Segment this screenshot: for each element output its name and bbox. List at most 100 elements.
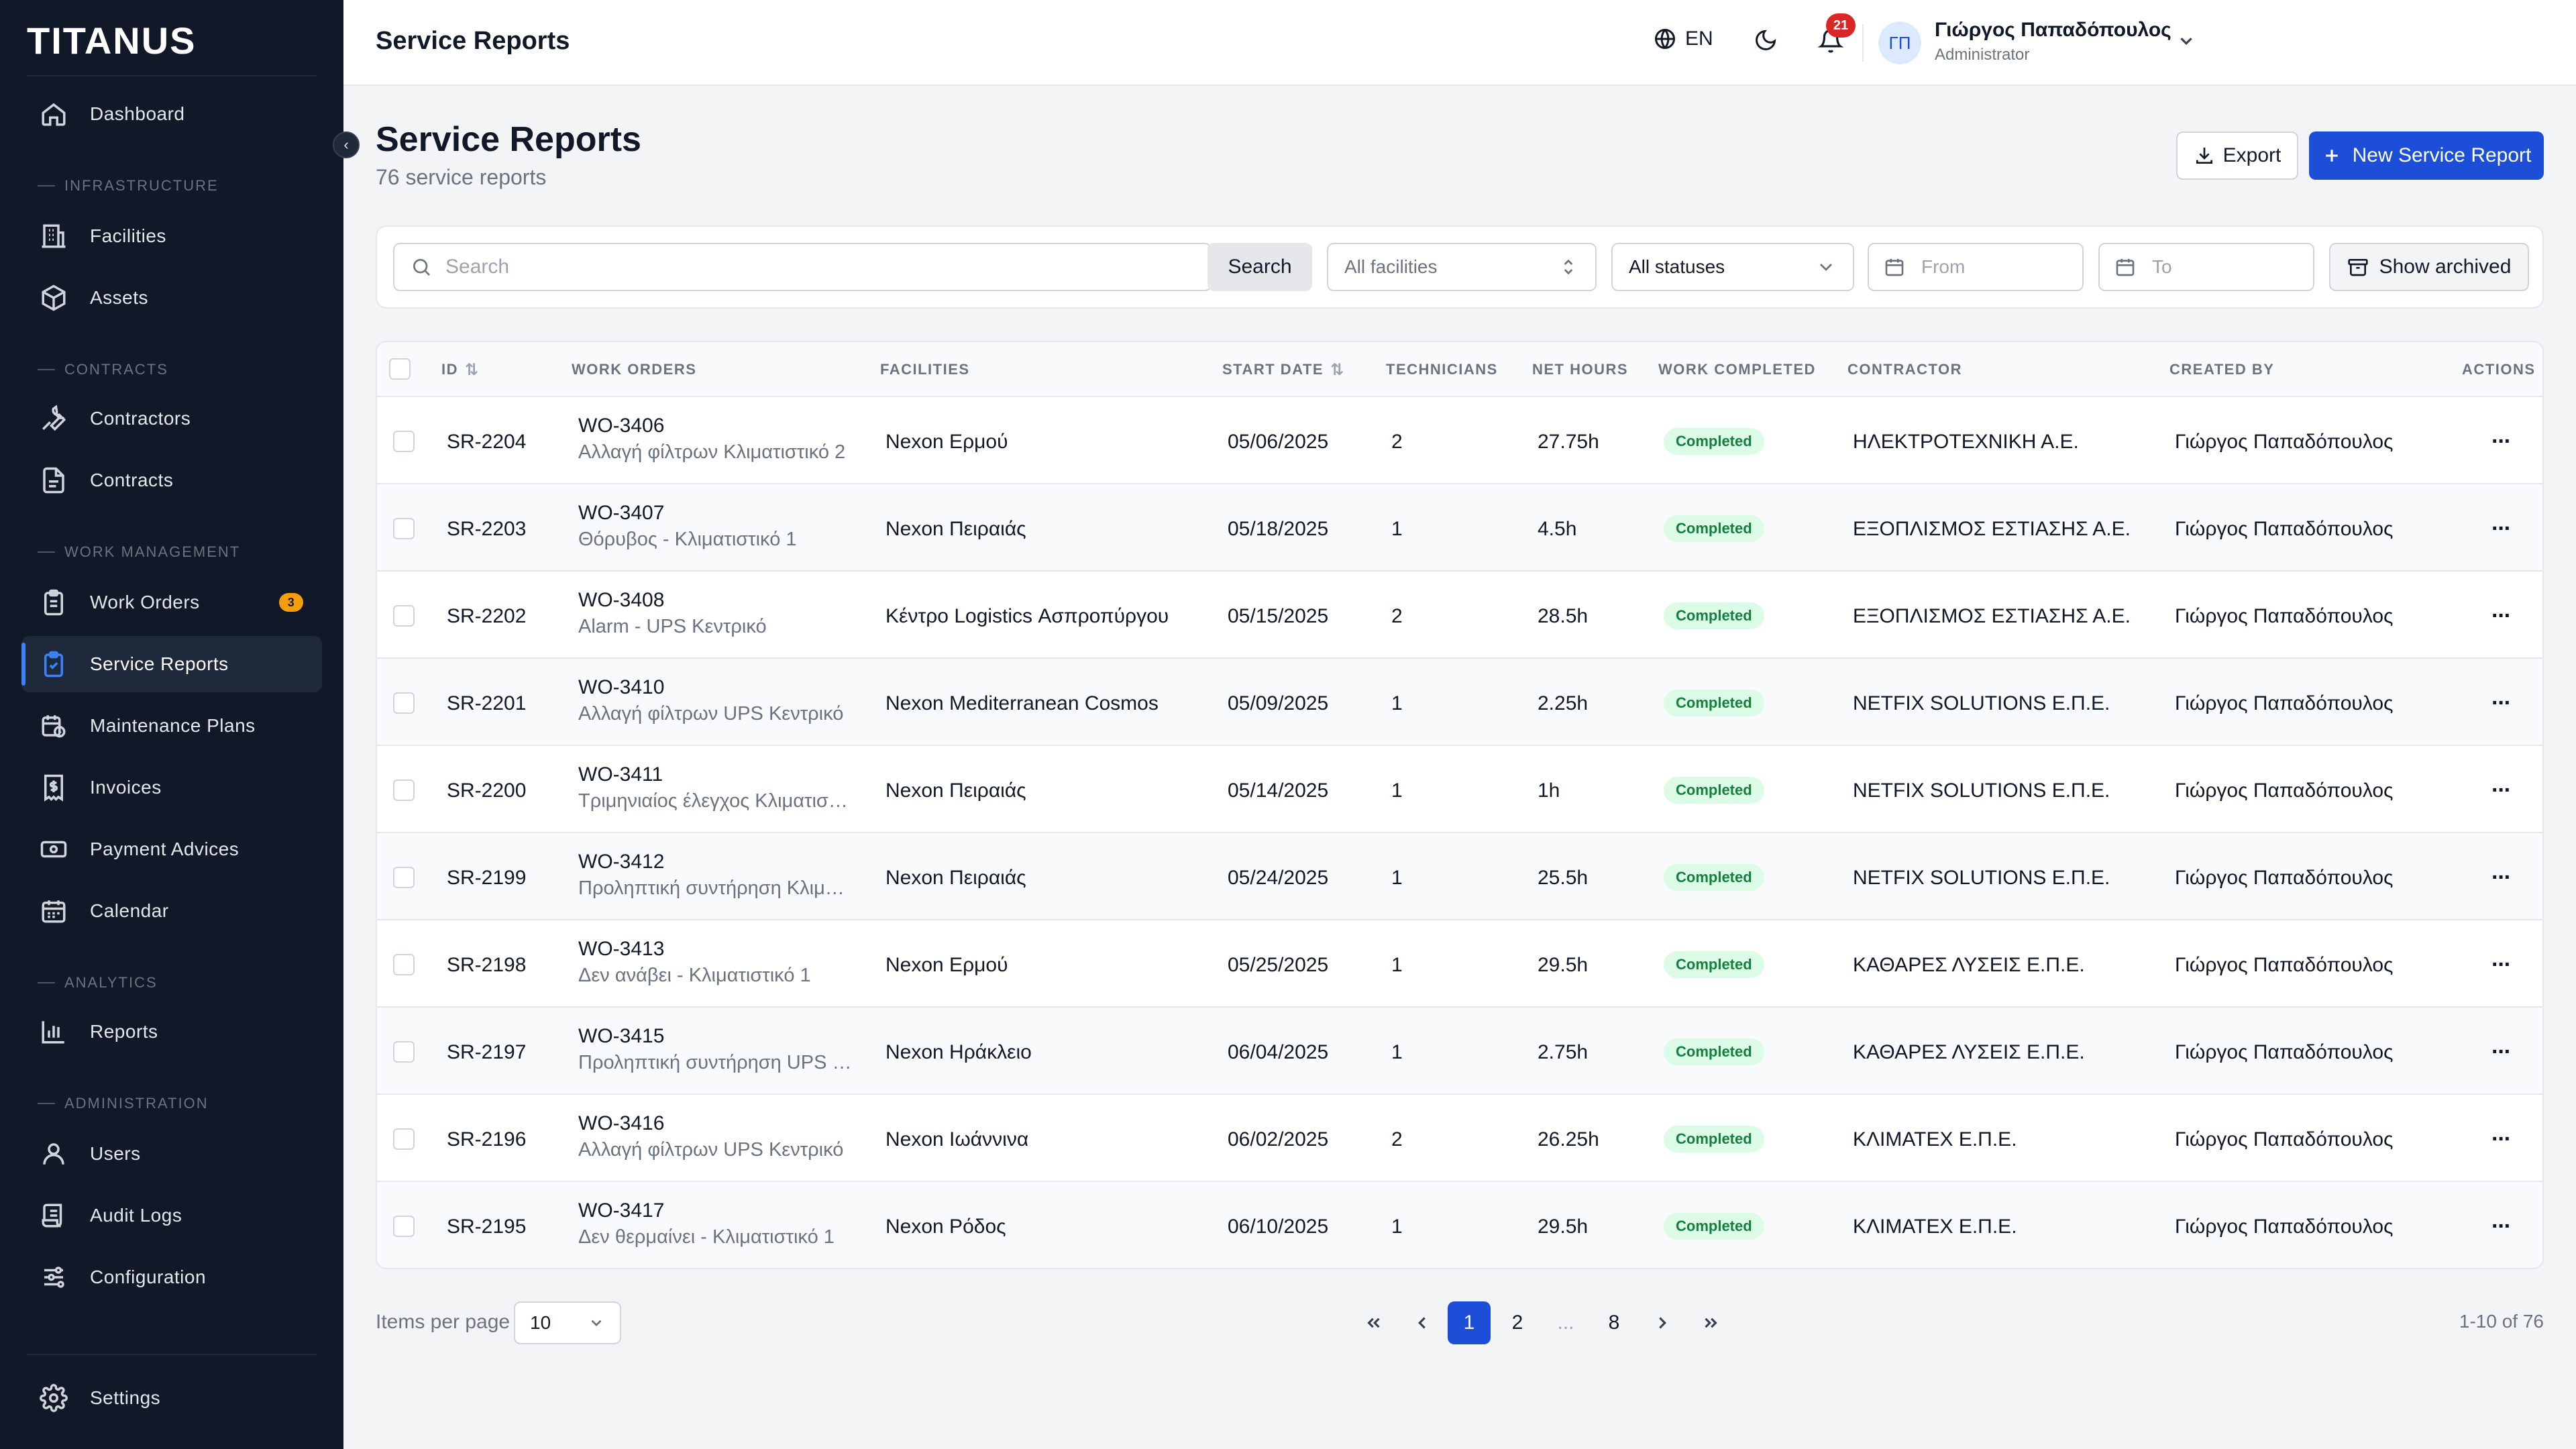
row-actions-button[interactable]: ··· xyxy=(2487,1213,2514,1240)
page-button-2[interactable]: 2 xyxy=(1511,1311,1523,1334)
export-button[interactable]: Export xyxy=(2176,131,2298,180)
report-id[interactable]: SR-2202 xyxy=(447,605,527,627)
to-date-input[interactable]: To xyxy=(2098,243,2314,291)
facilities-select[interactable]: All facilities xyxy=(1327,243,1597,291)
sidebar-collapse-button[interactable]: ‹ xyxy=(333,131,360,158)
user-menu-chevron[interactable] xyxy=(2176,31,2198,52)
table-row[interactable]: SR-2198 WO-3413 Δεν ανάβει - Κλιματιστικό … xyxy=(377,920,2542,1008)
row-checkbox[interactable] xyxy=(393,867,415,888)
search-field[interactable] xyxy=(393,243,1212,291)
avatar[interactable]: ΓΠ xyxy=(1878,21,1921,64)
sidebar-item-invoices[interactable]: Invoices xyxy=(21,759,322,816)
row-checkbox[interactable] xyxy=(393,1128,415,1150)
report-id[interactable]: SR-2198 xyxy=(447,954,527,976)
table-row[interactable]: SR-2203 WO-3407 Θόρυβος - Κλιματιστικό 1 Ne… xyxy=(377,484,2542,572)
sidebar-item-contracts[interactable]: Contracts xyxy=(21,452,322,508)
sidebar-item-calendar[interactable]: Calendar xyxy=(21,883,322,939)
row-checkbox[interactable] xyxy=(393,780,415,801)
row-actions-button[interactable]: ··· xyxy=(2487,864,2514,891)
from-date-input[interactable]: From xyxy=(1868,243,2084,291)
table-row[interactable]: SR-2200 WO-3411 Τριμηνιαίος έλεγχος Κλιματ… xyxy=(377,746,2542,833)
new-service-report-button[interactable]: New Service Report xyxy=(2309,131,2544,180)
page-button-8[interactable]: 8 xyxy=(1608,1311,1620,1334)
sidebar-item-facilities[interactable]: Facilities xyxy=(21,208,322,264)
work-order-id[interactable]: WO-3407 xyxy=(578,502,665,524)
language-switcher[interactable]: EN xyxy=(1653,27,1713,51)
last-page-button[interactable] xyxy=(1689,1301,1732,1344)
search-input[interactable] xyxy=(445,256,1183,278)
row-checkbox[interactable] xyxy=(393,1041,415,1063)
column-header-id[interactable]: ID ⇅ xyxy=(441,342,480,397)
report-id[interactable]: SR-2204 xyxy=(447,431,527,453)
prev-page-button[interactable] xyxy=(1401,1301,1444,1344)
row-actions-button[interactable]: ··· xyxy=(2487,1038,2514,1065)
sidebar-item-users[interactable]: Users xyxy=(21,1126,322,1182)
row-checkbox[interactable] xyxy=(393,692,415,714)
sidebar-item-label: Assets xyxy=(90,287,149,308)
work-order-id[interactable]: WO-3415 xyxy=(578,1025,665,1047)
report-id[interactable]: SR-2200 xyxy=(447,780,527,802)
sidebar-item-settings[interactable]: Settings xyxy=(21,1370,322,1426)
row-checkbox[interactable] xyxy=(393,518,415,539)
row-actions-button[interactable]: ··· xyxy=(2487,951,2514,978)
sidebar-item-dashboard[interactable]: Dashboard xyxy=(21,86,322,142)
work-order-id[interactable]: WO-3408 xyxy=(578,589,665,611)
table-row[interactable]: SR-2199 WO-3412 Προληπτική συντήρηση Κλιμα… xyxy=(377,833,2542,920)
row-checkbox[interactable] xyxy=(393,431,415,452)
items-per-page-select[interactable]: 10 xyxy=(514,1301,621,1344)
column-label: TECHNICIANS xyxy=(1386,361,1498,378)
sidebar-item-maintenance-plans[interactable]: Maintenance Plans xyxy=(21,698,322,754)
work-order-id[interactable]: WO-3416 xyxy=(578,1112,665,1134)
report-id[interactable]: SR-2203 xyxy=(447,518,527,540)
work-order-id[interactable]: WO-3413 xyxy=(578,938,665,960)
first-page-button[interactable] xyxy=(1352,1301,1395,1344)
row-actions-button[interactable]: ··· xyxy=(2487,602,2514,629)
work-order-id[interactable]: WO-3411 xyxy=(578,763,663,786)
table-row[interactable]: SR-2195 WO-3417 Δεν θερμαίνει - Κλιματιστι… xyxy=(377,1182,2542,1268)
sidebar-item-audit-logs[interactable]: Audit Logs xyxy=(21,1187,322,1244)
next-page-button[interactable] xyxy=(1641,1301,1684,1344)
row-checkbox[interactable] xyxy=(393,1216,415,1237)
row-actions-button[interactable]: ··· xyxy=(2487,690,2514,716)
column-header-start-date[interactable]: START DATE ⇅ xyxy=(1222,342,1345,397)
app-logo[interactable]: TITANUS xyxy=(27,19,197,62)
sidebar-item-service-reports[interactable]: Service Reports xyxy=(21,636,322,692)
work-order-id[interactable]: WO-3412 xyxy=(578,851,665,873)
facilities-select-value: All facilities xyxy=(1344,256,1438,277)
theme-toggle-button[interactable] xyxy=(1754,28,1778,52)
facility: Nexon Πειραιάς xyxy=(885,867,1026,889)
table-row[interactable]: SR-2197 WO-3415 Προληπτική συντήρηση UPS Κ… xyxy=(377,1008,2542,1095)
row-actions-button[interactable]: ··· xyxy=(2487,515,2514,542)
work-order-id[interactable]: WO-3417 xyxy=(578,1199,665,1222)
sidebar-item-reports[interactable]: Reports xyxy=(21,1004,322,1060)
sidebar-item-contractors[interactable]: Contractors xyxy=(21,390,322,447)
row-checkbox[interactable] xyxy=(393,954,415,975)
show-archived-button[interactable]: Show archived xyxy=(2329,243,2529,291)
page-button-1[interactable]: 1 xyxy=(1448,1301,1491,1344)
table-row[interactable]: SR-2201 WO-3410 Αλλαγή φίλτρων UPS Κεντρικ… xyxy=(377,659,2542,746)
table-row[interactable]: SR-2204 WO-3406 Αλλαγή φίλτρων Κλιματιστικ… xyxy=(377,397,2542,484)
work-order-id[interactable]: WO-3406 xyxy=(578,415,665,437)
row-actions-button[interactable]: ··· xyxy=(2487,777,2514,804)
row-checkbox[interactable] xyxy=(393,605,415,627)
report-id[interactable]: SR-2197 xyxy=(447,1041,527,1063)
created-by: Γιώργος Παπαδόπουλος xyxy=(2175,1128,2394,1150)
wrench-icon xyxy=(39,404,68,433)
work-order-id[interactable]: WO-3410 xyxy=(578,676,665,698)
report-id[interactable]: SR-2195 xyxy=(447,1216,527,1238)
row-actions-button[interactable]: ··· xyxy=(2487,1126,2514,1152)
table-row[interactable]: SR-2202 WO-3408 Alarm - UPS Κεντρικό Κέντρο… xyxy=(377,572,2542,659)
sidebar-item-work-orders[interactable]: Work Orders 3 xyxy=(21,574,322,631)
report-id[interactable]: SR-2199 xyxy=(447,867,527,889)
sidebar-item-assets[interactable]: Assets xyxy=(21,270,322,326)
search-button[interactable]: Search xyxy=(1208,243,1312,291)
user-name[interactable]: Γιώργος Παπαδόπουλος xyxy=(1935,19,2171,41)
sidebar-item-payment-advices[interactable]: Payment Advices xyxy=(21,821,322,877)
report-id[interactable]: SR-2201 xyxy=(447,692,527,714)
table-row[interactable]: SR-2196 WO-3416 Αλλαγή φίλτρων UPS Κεντρικ… xyxy=(377,1095,2542,1182)
row-actions-button[interactable]: ··· xyxy=(2487,428,2514,455)
sidebar-item-configuration[interactable]: Configuration xyxy=(21,1249,322,1305)
report-id[interactable]: SR-2196 xyxy=(447,1128,527,1150)
statuses-select[interactable]: All statuses xyxy=(1611,243,1854,291)
select-all-checkbox[interactable] xyxy=(389,358,411,380)
